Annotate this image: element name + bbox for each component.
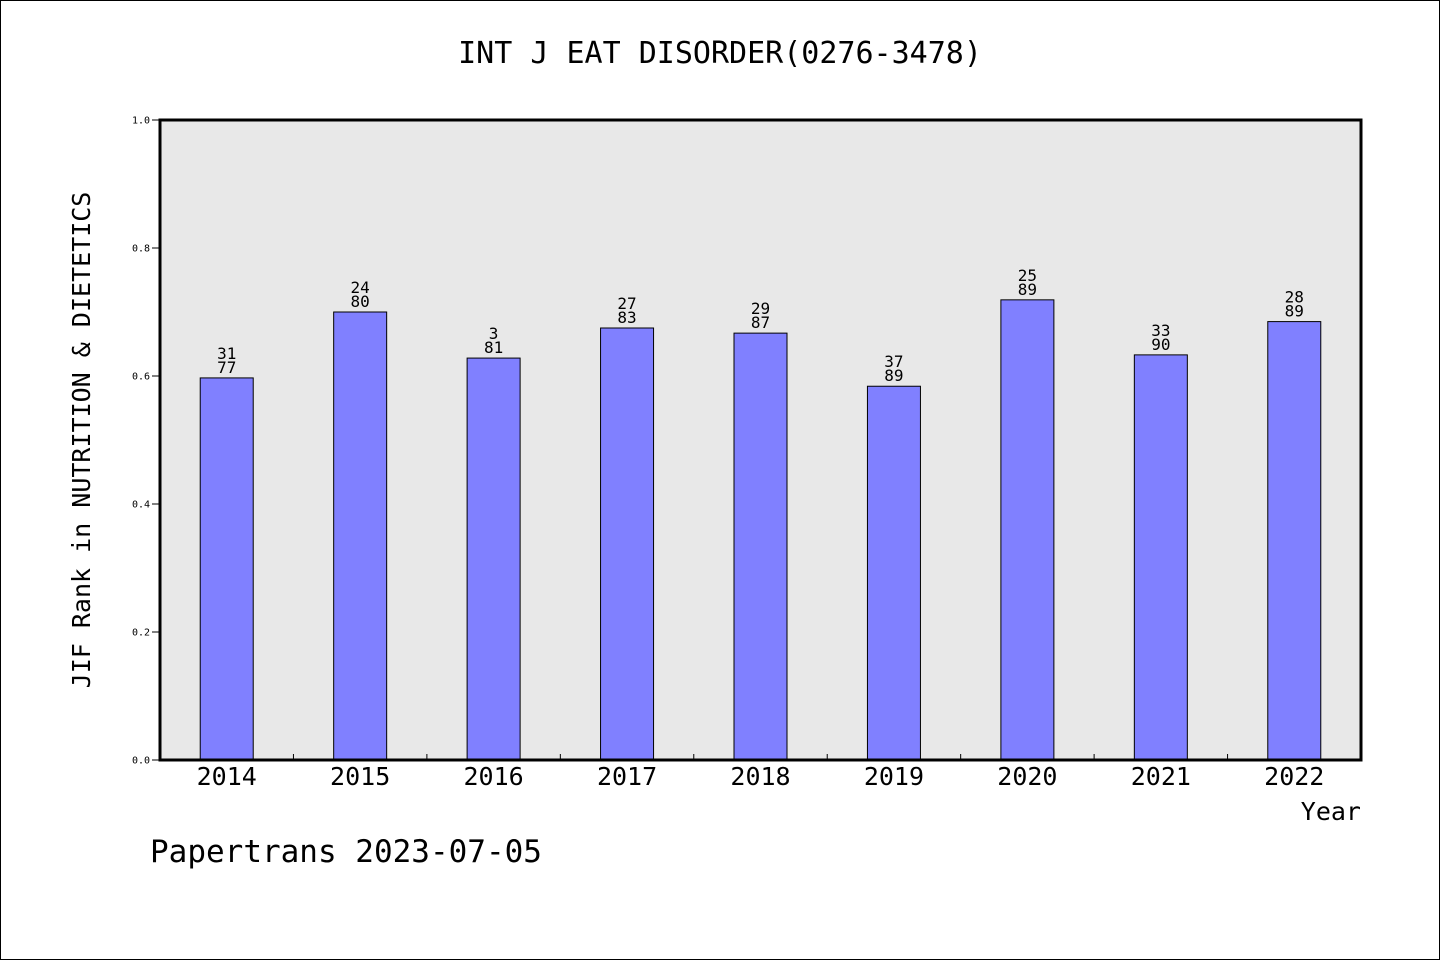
bar-label-total: 89: [884, 366, 903, 385]
x-tick-label: 2019: [864, 762, 924, 791]
x-tick-label: 2016: [464, 762, 524, 791]
y-tick-label: 0.2: [132, 628, 150, 639]
bar-label-total: 81: [484, 338, 503, 357]
x-axis-title: Year: [1301, 797, 1361, 826]
x-tick-label: 2022: [1264, 762, 1324, 791]
bar-label-rank: 28: [1285, 288, 1304, 307]
x-tick-label: 2014: [197, 762, 257, 791]
x-tick-label: 2017: [597, 762, 657, 791]
bar-label-total: 87: [751, 313, 770, 332]
bar-2014: [199, 377, 254, 761]
y-tick-label: 1.0: [132, 116, 150, 127]
chart-title: INT J EAT DISORDER(0276-3478): [458, 36, 982, 71]
bar-2021: [1133, 354, 1188, 761]
y-axis-title: JIF Rank in NUTRITION & DIETETICS: [67, 192, 96, 689]
watermark-text: Papertrans 2023-07-05: [150, 834, 542, 870]
bar-label-total: 77: [217, 358, 236, 377]
bar-label-rank: 27: [617, 294, 636, 313]
x-tick-label: 2021: [1131, 762, 1191, 791]
bar-label-rank: 29: [751, 299, 770, 318]
bar-2015: [333, 311, 388, 761]
bar-2016: [466, 357, 521, 761]
bar-label-total: 89: [1018, 280, 1037, 299]
bar-2017: [600, 327, 655, 761]
bar-label-rank: 25: [1018, 266, 1037, 285]
bar-label-rank: 3: [489, 324, 499, 343]
x-tick-label: 2015: [330, 762, 390, 791]
bar-label-total: 80: [351, 292, 370, 311]
x-tick-label: 2020: [997, 762, 1057, 791]
bar-2020: [1000, 299, 1055, 761]
bar-2019: [866, 385, 921, 761]
bar-2018: [733, 332, 788, 761]
bar-2022: [1267, 321, 1322, 761]
bar-label-rank: 37: [884, 352, 903, 371]
bar-label-total: 83: [617, 308, 636, 327]
y-tick-label: 0.6: [132, 372, 150, 383]
y-tick-label: 0.4: [132, 500, 150, 511]
x-tick-label: 2018: [730, 762, 790, 791]
y-tick-label: 0.8: [132, 244, 150, 255]
bar-label-rank: 31: [217, 344, 236, 363]
y-tick-label: 0.0: [132, 756, 150, 767]
bar-label-rank: 33: [1151, 321, 1170, 340]
bar-label-total: 89: [1285, 302, 1304, 321]
plot-border: [158, 118, 1363, 762]
bar-label-rank: 24: [351, 278, 370, 297]
bar-label-total: 90: [1151, 335, 1170, 354]
